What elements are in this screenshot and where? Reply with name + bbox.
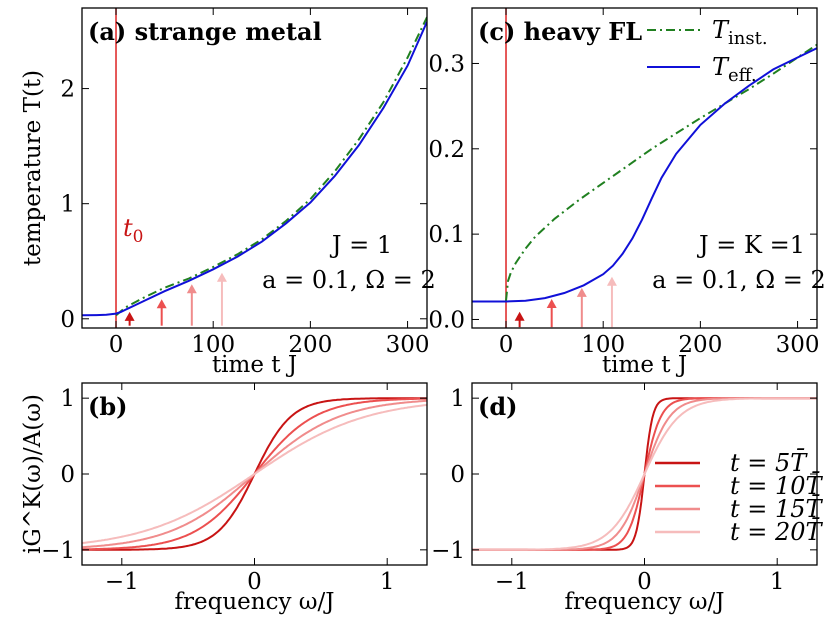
legend-label: t = 5T̄ — [730, 449, 808, 477]
series-a-0 — [115, 16, 427, 317]
series-group — [472, 43, 817, 303]
panel-title: (c) heavy FL — [478, 17, 642, 46]
y-tick-label: 0 — [60, 307, 75, 333]
y-tick-label: 0.2 — [428, 137, 465, 163]
arrow-head-3 — [216, 272, 227, 282]
x-tick-label: 0 — [499, 332, 514, 358]
series-d-3 — [472, 397, 817, 551]
series-b-3 — [82, 403, 427, 545]
panel-title: (d) — [478, 392, 518, 421]
vline-label-sub: 0 — [133, 227, 144, 247]
vline-label: t0 — [123, 214, 143, 247]
legend-label: t = 20T̄ — [730, 518, 824, 546]
x-tick-label: 100 — [581, 332, 625, 358]
x-tick-label: 0 — [247, 569, 262, 595]
arrow-head-0 — [514, 311, 525, 321]
x-tick-label: 200 — [678, 332, 722, 358]
legend-label: Teff. — [712, 53, 757, 86]
x-tick-label: 100 — [191, 332, 235, 358]
series-c-1 — [472, 47, 817, 303]
panel-b: −1 0 1 −1 0 1 (b) frequency ω/J iG^K(ω)/A(ω) — [20, 382, 428, 615]
y-tick-label: 1 — [60, 386, 75, 412]
series-c-0 — [505, 43, 817, 301]
annotation-line2: a = 0.1, Ω = 2 — [262, 266, 436, 294]
y-axis-label: temperature T(t) — [20, 70, 46, 266]
legend-label: t = 10T̄ — [730, 472, 824, 500]
x-tick-label: 300 — [776, 332, 820, 358]
x-tick-label: 1 — [380, 569, 395, 595]
legend-label-sub: inst. — [728, 28, 768, 49]
arrow-head-2 — [186, 284, 197, 294]
series-group — [82, 397, 427, 551]
annotation-line1: J = 1 — [329, 231, 392, 259]
x-axis-label: frequency ω/J — [565, 589, 725, 615]
arrow-head-0 — [124, 311, 135, 321]
x-tick-label: 0 — [109, 332, 124, 358]
x-axis-label: time t J — [212, 352, 297, 378]
x-tick-label: 1 — [770, 569, 785, 595]
panel-c: 0 100 200 300 0.0 0.1 0.2 0.3 (c) heavy FL time t… — [428, 7, 826, 378]
panel-title: (b) — [88, 392, 128, 421]
x-axis-label: frequency ω/J — [175, 589, 335, 615]
y-tick-label: 0.1 — [428, 222, 465, 248]
y-axis-label: iG^K(ω)/A(ω) — [20, 394, 46, 554]
x-tick-label: 300 — [386, 332, 430, 358]
x-tick-label: 200 — [288, 332, 332, 358]
arrow-head-1 — [546, 298, 557, 308]
y-tick-label: −1 — [41, 538, 75, 564]
y-tick-label: 2 — [60, 77, 75, 103]
y-tick-label: 0 — [450, 462, 465, 488]
x-axis-label: time t J — [602, 352, 687, 378]
x-tick-label: −1 — [105, 569, 139, 595]
series-a-1 — [82, 21, 427, 317]
y-tick-label: 1 — [450, 386, 465, 412]
x-tick-label: −1 — [495, 569, 529, 595]
y-tick-label: 0.3 — [428, 51, 465, 77]
annotation-line1: J = K =1 — [696, 231, 805, 259]
y-tick-label: −1 — [431, 538, 465, 564]
x-tick-label: 0 — [637, 569, 652, 595]
panel-title: (a) strange metal — [88, 17, 322, 46]
series-group — [472, 397, 817, 551]
arrow-head-1 — [156, 299, 167, 309]
axes-frame — [81, 7, 428, 329]
series-group — [82, 16, 427, 317]
legend-label: t = 15T̄ — [730, 495, 824, 523]
y-tick-label: 0 — [60, 462, 75, 488]
legend-label: Tinst. — [712, 16, 768, 49]
y-tick-label: 0.0 — [428, 307, 465, 333]
annotation-line2: a = 0.1, Ω = 2 — [652, 266, 826, 294]
axes-frame — [471, 7, 818, 329]
arrow-head-2 — [576, 287, 587, 297]
legend-label-sub: eff. — [728, 65, 757, 86]
arrow-head-3 — [606, 276, 617, 286]
y-tick-label: 1 — [60, 192, 75, 218]
panel-d: −1 0 1−101 (d)frequency ω/Jt = 5T̄t = 10T̄t… — [431, 382, 824, 615]
